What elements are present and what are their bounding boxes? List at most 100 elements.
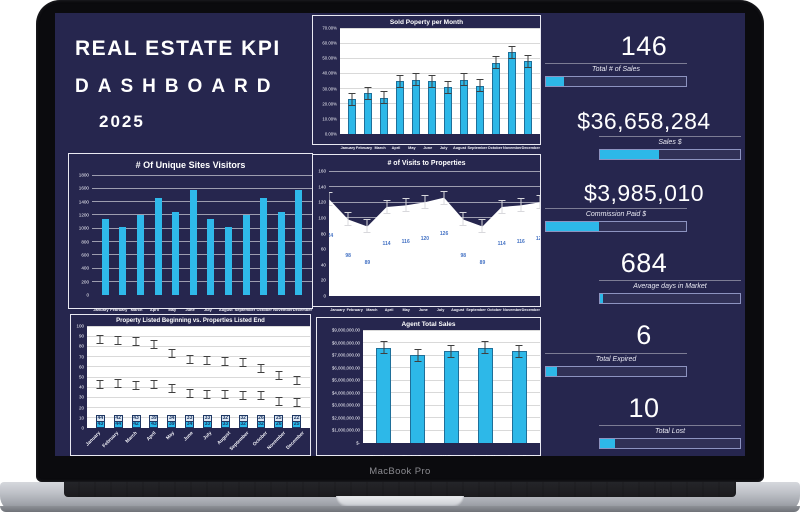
grid-line [87, 335, 310, 337]
error-bar [257, 390, 265, 400]
chart-agent-total-sales[interactable]: Agent Total Sales $9,000,000.00 $8,000,00… [316, 317, 541, 456]
error-bar [257, 364, 265, 374]
y-axis: 160 140 120 100 80 60 40 20 0 [313, 169, 329, 299]
x-axis-category: January [329, 298, 346, 312]
x-axis-category: July [199, 298, 217, 312]
x-axis-category: December [286, 428, 310, 455]
bar [508, 52, 516, 134]
bar-slot [520, 28, 536, 134]
x-axis-label: December [521, 146, 540, 150]
stacked-bar: 22 25 [292, 415, 302, 428]
x-axis-label: October [487, 146, 503, 150]
bar-slot [114, 175, 132, 295]
x-axis-label: August [453, 146, 467, 150]
data-label: 89 [364, 260, 371, 267]
kpi-value: 146 [620, 30, 668, 61]
kpi-separator [599, 135, 741, 137]
x-axis-label: June [418, 308, 428, 312]
bar-segment-end: 22 [292, 415, 302, 421]
x-axis-category: May [398, 298, 415, 312]
area-shape [329, 197, 540, 296]
grid-line [340, 103, 540, 105]
bar [524, 61, 532, 134]
stacked-bar: 26 32 [256, 415, 266, 428]
bar-slot [360, 28, 376, 134]
grid-line [92, 241, 312, 243]
bar [154, 198, 162, 295]
y-axis-label: 80 [78, 343, 84, 349]
bar-slot [167, 175, 185, 295]
segment-data-label: 32 [240, 421, 246, 427]
error-bar [186, 388, 194, 398]
y-axis-label: 0 [86, 292, 89, 298]
x-axis-category: January [85, 428, 106, 455]
bar-slot [220, 175, 238, 295]
bar [295, 190, 303, 295]
error-bar [428, 74, 436, 88]
error-bar [414, 348, 421, 362]
chart-visits-to-properties[interactable]: # of Visits to Properties 160 140 120 100 80… [312, 154, 541, 312]
stacked-bar: 34 39 [167, 415, 177, 428]
error-bar [498, 199, 506, 214]
kpi-separator [545, 207, 687, 209]
x-axis-category: May [404, 136, 420, 150]
grid-line [329, 171, 540, 172]
chart-title: Agent Total Sales [401, 321, 456, 328]
kpi-value: $3,985,010 [583, 179, 705, 206]
bar-slot [456, 28, 472, 134]
bar-slot: 25 26 [270, 326, 288, 428]
x-axis-category: Stan Lee [363, 446, 398, 456]
y-axis-label: 1200 [78, 212, 89, 218]
grid-line [340, 57, 540, 59]
x-axis-category: February [110, 298, 128, 312]
segment-data-label: 26 [276, 421, 282, 427]
error-bar [168, 349, 176, 359]
bar-slot: 32 32 [234, 326, 252, 428]
bar [396, 81, 404, 134]
x-axis-label: January [85, 431, 102, 448]
kpi-separator [599, 280, 741, 282]
y-axis-label: 0 [81, 425, 84, 431]
segment-data-label: 34 [186, 421, 193, 427]
bar-slot [472, 28, 488, 134]
kpi-sales-amount: $36,658,284 Sales $ [545, 91, 743, 163]
kpi-progress-fill [546, 221, 600, 231]
y-axis: 70.00% 60.00% 50.00% 40.00% 30.00% 20.00% 10.0… [313, 26, 340, 137]
x-axis-category: November [503, 298, 522, 312]
kpi-value: $36,658,284 [577, 107, 711, 134]
data-label: 114 [497, 240, 506, 247]
stacked-bar: 44 43 [95, 415, 105, 428]
x-axis-label: June [185, 307, 195, 312]
bar [189, 190, 197, 295]
x-axis-category: February [346, 298, 363, 312]
y-axis-label: 100 [76, 323, 84, 329]
x-axis-category: Carez Ponte [505, 446, 540, 456]
chart-unique-sites-visitors[interactable]: # Of Unique Sites Visitors 1800 1600 1400 1… [68, 153, 313, 312]
grid-line [92, 267, 312, 269]
kpi-progress-track [545, 220, 687, 232]
chart-property-listed-begin-vs-end[interactable]: Property Listed Beginning vs. Properties… [70, 314, 311, 456]
y-axis-label: 1400 [78, 199, 89, 205]
bar-segment-beginning: 26 [274, 421, 284, 428]
bar [172, 212, 180, 295]
grid-line [363, 330, 540, 331]
bar-segment-end: 25 [274, 415, 284, 421]
bar-slot [440, 28, 456, 134]
error-bar [239, 390, 247, 400]
x-axis-category: June [181, 298, 199, 312]
x-axis-category: March [363, 298, 380, 312]
error-bar [444, 80, 452, 94]
x-axis-category: October [487, 136, 503, 150]
stacked-bar: 32 32 [238, 415, 248, 428]
bar-segment-beginning: 43 [149, 421, 159, 428]
error-bar [96, 334, 104, 344]
chart-sold-property-per-month[interactable]: Sold Poperty per Month 70.00% 60.00% 50.00… [312, 15, 541, 150]
x-axis-category: October [255, 298, 273, 312]
bar-slot [184, 175, 202, 295]
error-bar [239, 358, 247, 368]
error-bar [186, 355, 194, 365]
kpi-value: 6 [636, 320, 652, 351]
segment-data-label: 44 [97, 415, 104, 421]
segment-data-label: 32 [258, 421, 264, 427]
bar-slot [504, 28, 520, 134]
